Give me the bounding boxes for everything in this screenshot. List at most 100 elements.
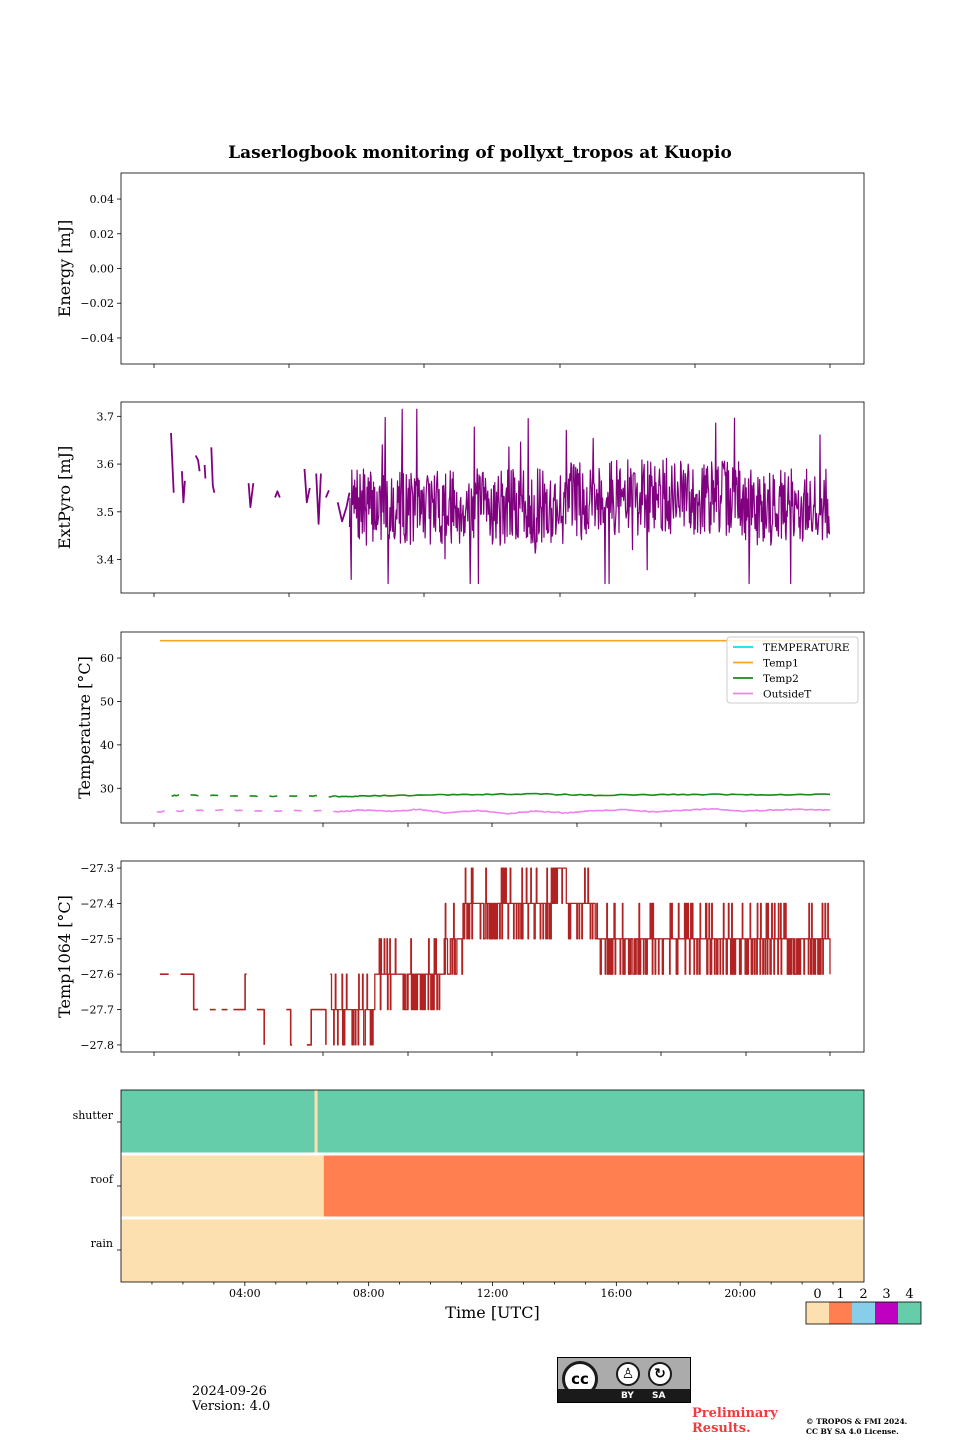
x-tick-label: 12:00 [477,1287,509,1300]
cc-license-logo: cc ♙ ↻ BY SA [557,1357,691,1403]
x-tick-label: 16:00 [600,1287,632,1300]
y-axis-label: Energy [mJ] [55,220,74,318]
footer-meta: 2024-09-26 Version: 4.0 [192,1384,270,1414]
temp1064-segment [256,1008,266,1045]
colorbar-cell [829,1302,852,1324]
copyright-notice: © TROPOS & FMI 2024. CC BY SA 4.0 Licens… [806,1417,907,1437]
colorbar-cell [852,1302,875,1324]
colorbar-cell [898,1302,921,1324]
temperature-series-outsidet [338,807,831,815]
copyright-line-1: © TROPOS & FMI 2024. [806,1417,908,1426]
y-tick-label: 3.5 [97,506,115,519]
plot-frame [120,401,865,594]
extpyro-segment [203,464,207,479]
status-span-roof [121,1154,324,1218]
status-panel: shutter roof rain 04:00 08:00 12:00 16:00 20:00… [73,1089,865,1322]
temp1064-panel: −27.3 −27.4 −27.5 −27.6 −27.7 −27.8 Temp1064 [… [55,860,865,1056]
status-row-label: roof [90,1173,114,1186]
cc-by-label: BY [621,1391,634,1401]
y-tick-label: 0.04 [90,193,115,206]
temp1064-segment [306,1008,327,1046]
colorbar-label: 3 [882,1287,890,1302]
y-tick-label: −27.8 [80,1039,114,1052]
y-tick-label: 3.4 [97,554,115,567]
extpyro-noisy-trace [348,408,831,585]
y-tick-label: 50 [100,695,114,708]
temp1064-segment [233,973,247,1011]
preliminary-line-1: Preliminary [692,1406,778,1421]
x-tick-label: 08:00 [353,1287,385,1300]
y-tick-label: 3.7 [97,410,115,423]
share-alike-icon: ↻ [648,1362,672,1386]
status-span-shutter [314,1090,318,1154]
temp1064-segment [180,973,199,1011]
x-axis-label: Time [UTC] [445,1303,539,1322]
temperature-panel: 60 50 40 30 Temperature [°C] TEMPERATURE Temp1… [75,631,865,827]
extpyro-segment [194,455,201,472]
extpyro-panel: 3.7 3.6 3.5 3.4 ExtPyro [mJ] [55,401,865,597]
extpyro-segment [181,471,186,504]
temperature-series-temp2-gappy [171,793,337,798]
chart-title: Laserlogbook monitoring of pollyxt_tropo… [228,143,732,163]
footer-date: 2024-09-26 [192,1384,267,1399]
energy-panel: 0.04 0.02 0.00 −0.02 −0.04 Energy [mJ] [55,172,865,368]
plot-frame [120,631,865,824]
attribution-icon: ♙ [616,1362,640,1386]
colorbar-label: 1 [836,1287,844,1302]
temperature-series-temp2 [335,792,831,798]
colorbar-label: 4 [905,1287,913,1302]
y-axis-label: ExtPyro [mJ] [55,446,74,549]
cc-label-strip [558,1389,690,1402]
plot-frame [120,860,865,1053]
colorbar-label: 2 [859,1287,867,1302]
extpyro-segment [315,473,322,525]
y-tick-label: −0.04 [80,332,114,345]
colorbar-label: 0 [813,1287,821,1302]
plot-frame [120,172,865,365]
preliminary-line-2: Results. [692,1421,751,1436]
legend-box [726,636,859,704]
extpyro-segment [210,447,216,493]
y-tick-label: −27.6 [80,968,114,981]
temp1064-segment [286,1008,293,1046]
y-tick-label: −27.5 [80,933,114,946]
status-span-shutter [121,1090,864,1154]
preliminary-notice: Preliminary Results. [692,1406,778,1436]
cc-sa-label: SA [652,1391,666,1401]
colorbar-cell [806,1302,829,1324]
extpyro-segment [303,468,311,504]
colorbar-cell [875,1302,898,1324]
legend-label: Temp1 [763,658,799,670]
legend-label: Temp2 [763,673,799,685]
extpyro-segment [274,490,281,498]
y-axis-label: Temperature [°C] [75,656,94,799]
x-tick-label: 04:00 [229,1287,261,1300]
extpyro-segment [170,432,175,493]
legend-label: TEMPERATURE [763,642,850,654]
colorbar-frame [805,1301,922,1325]
temperature-series-outsidet-gappy [156,808,340,813]
extpyro-segment [325,489,330,498]
y-tick-label: −27.7 [80,1004,114,1017]
temp1064-noisy-trace [330,867,831,1046]
y-tick-label: 0.02 [90,228,115,241]
extpyro-segment [247,483,255,509]
y-tick-label: 30 [100,782,114,795]
y-tick-label: 0.00 [90,263,115,276]
y-tick-label: 60 [100,652,114,665]
y-tick-label: −27.3 [80,862,114,875]
status-row-label: shutter [73,1109,114,1122]
y-tick-label: 3.6 [97,458,115,471]
status-span-rain [121,1218,864,1282]
extpyro-segment [336,492,351,523]
footer-version: Version: 4.0 [192,1399,271,1414]
y-axis-label: Temp1064 [°C] [55,895,74,1018]
x-tick-label: 20:00 [724,1287,756,1300]
y-tick-label: 40 [100,739,114,752]
status-row-label: rain [91,1237,113,1250]
y-tick-label: −0.02 [80,297,114,310]
status-span-roof [323,1154,864,1218]
legend-label: OutsideT [763,689,811,701]
